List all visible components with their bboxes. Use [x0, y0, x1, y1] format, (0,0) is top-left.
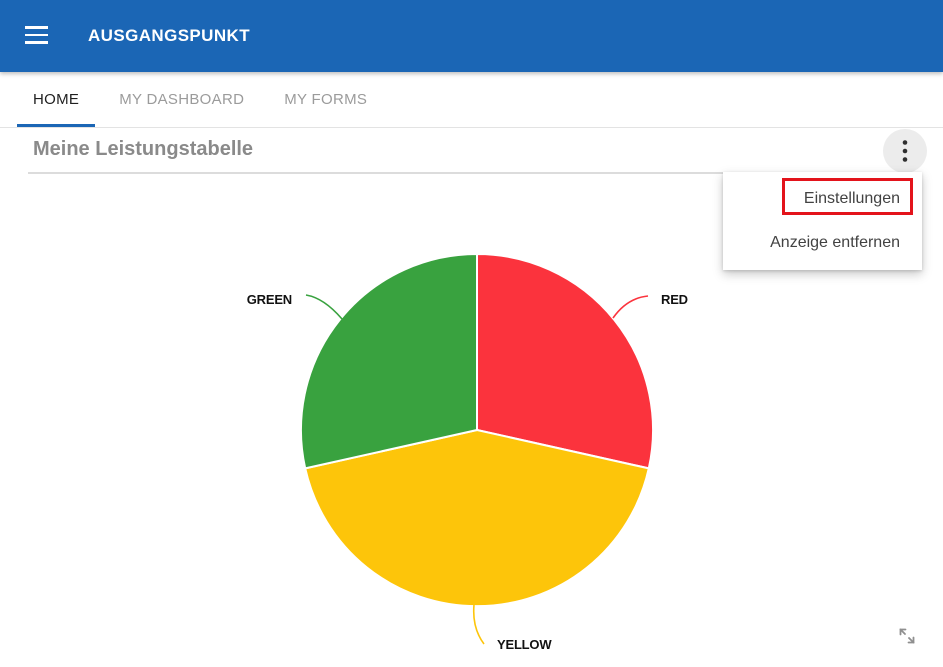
pie-label-yellow: YELLOW — [497, 637, 552, 652]
diagonal-resize-icon — [899, 628, 915, 644]
pie-label-red: RED — [661, 292, 688, 307]
tab-home[interactable]: HOME — [17, 72, 96, 127]
resize-handle[interactable] — [896, 625, 918, 647]
tab-my-forms[interactable]: MY FORMS — [284, 91, 368, 108]
tab-my-dashboard[interactable]: MY DASHBOARD — [119, 91, 245, 108]
menu-item-einstellungen[interactable]: Einstellungen — [803, 190, 900, 207]
pie-label-green: GREEN — [247, 292, 292, 307]
pie-slice-red — [476, 253, 654, 470]
leader-line-green — [305, 294, 343, 320]
widget-menu-dropdown: Einstellungen Anzeige entfernen — [723, 172, 922, 270]
divider — [28, 172, 920, 174]
vertical-ellipsis-icon — [902, 140, 908, 162]
hamburger-bar — [25, 41, 48, 44]
pie-slice-yellow — [304, 429, 650, 608]
leader-line-yellow — [472, 604, 485, 645]
tab-bar: HOME MY DASHBOARD MY FORMS — [0, 72, 943, 128]
leader-line-red — [612, 295, 649, 319]
widget-title: Meine Leistungstabelle — [33, 138, 254, 160]
widget-menu-button[interactable] — [883, 129, 927, 173]
hamburger-bar — [25, 26, 48, 29]
app-header: AUSGANGSPUNKT — [0, 0, 943, 72]
menu-item-anzeige-entfernen[interactable]: Anzeige entfernen — [770, 234, 900, 251]
app-title: AUSGANGSPUNKT — [88, 26, 250, 45]
hamburger-bar — [25, 33, 48, 37]
pie-slice-green — [300, 253, 478, 470]
hamburger-menu-icon[interactable] — [25, 26, 48, 44]
pie-slices — [300, 253, 654, 608]
